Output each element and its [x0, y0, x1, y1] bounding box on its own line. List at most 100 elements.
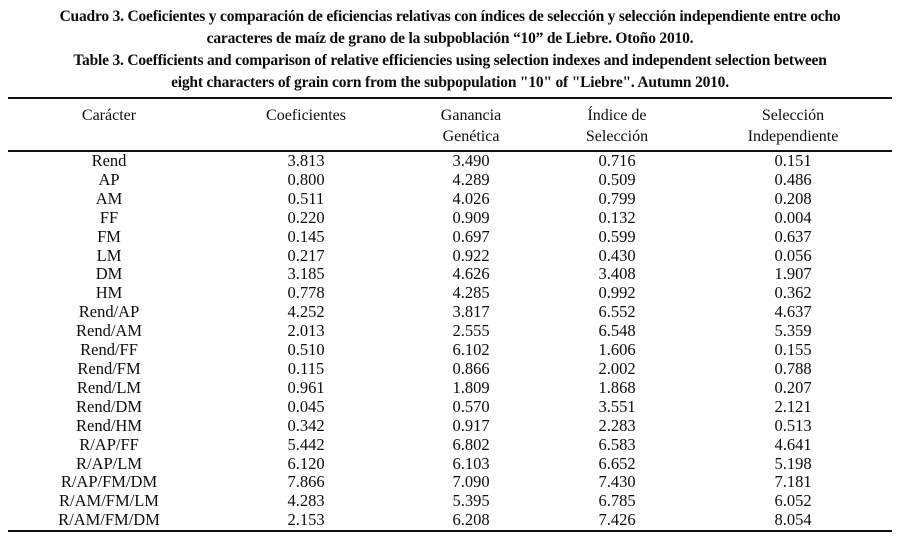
cell-ganancia-genetica: 3.817 — [452, 303, 490, 322]
cell-ganancia-genetica: 0.922 — [452, 246, 490, 265]
cell-caracter: FF — [99, 208, 119, 227]
col-header-caracter: Carácter — [8, 98, 210, 152]
cell-seleccion-independiente: 0.788 — [774, 359, 812, 378]
cell-indice-seleccion: 6.652 — [598, 454, 636, 473]
col-header-ganancia-line1: Ganancia — [440, 107, 502, 124]
cell-seleccion-independiente: 0.208 — [774, 189, 812, 208]
table-row: R/AP/LM 6.120 6.103 6.652 5.198 — [8, 455, 892, 474]
cell-seleccion-independiente: 5.359 — [774, 322, 812, 341]
cell-seleccion-independiente: 0.155 — [774, 341, 812, 360]
col-header-coeficientes: Coeficientes — [210, 98, 402, 152]
table-row: R/AM/FM/LM 4.283 5.395 6.785 6.052 — [8, 492, 892, 511]
cell-ganancia-genetica: 6.103 — [452, 454, 490, 473]
cell-caracter: R/AM/FM/DM — [58, 511, 160, 530]
cell-seleccion-independiente: 0.637 — [774, 227, 812, 246]
cell-indice-seleccion: 6.583 — [598, 435, 636, 454]
cell-coeficientes: 0.115 — [287, 359, 325, 378]
cell-indice-seleccion: 0.716 — [598, 151, 636, 170]
cell-coeficientes: 0.800 — [287, 170, 325, 189]
cell-caracter: R/AP/FM/DM — [60, 473, 158, 492]
col-header-caracter-line1: Carácter — [81, 107, 137, 124]
cell-indice-seleccion: 3.551 — [598, 397, 636, 416]
cell-caracter: Rend/AM — [76, 322, 142, 341]
table-row: DM 3.185 4.626 3.408 1.907 — [8, 265, 892, 284]
table-row: Rend/HM 0.342 0.917 2.283 0.513 — [8, 417, 892, 436]
cell-ganancia-genetica: 4.026 — [452, 189, 490, 208]
cell-ganancia-genetica: 6.102 — [452, 341, 490, 360]
cell-coeficientes: 6.120 — [287, 454, 325, 473]
cell-indice-seleccion: 7.426 — [598, 511, 636, 530]
col-header-indice-line2: Selección — [585, 128, 649, 145]
cell-coeficientes: 0.145 — [287, 227, 325, 246]
cell-indice-seleccion: 6.552 — [598, 303, 636, 322]
cell-coeficientes: 4.252 — [287, 303, 325, 322]
cell-caracter: LM — [96, 246, 122, 265]
cell-caracter: R/AP/FF — [79, 435, 139, 454]
caption-english-line2: eight characters of grain corn from the … — [171, 74, 729, 91]
cell-seleccion-independiente: 7.181 — [774, 473, 812, 492]
cell-coeficientes: 4.283 — [287, 492, 325, 511]
cell-caracter: Rend/FF — [80, 341, 138, 360]
cell-caracter: FM — [97, 227, 121, 246]
table-header-row: Carácter Coeficientes Ganancia Genética … — [8, 98, 892, 152]
table-row: Rend/AM 2.013 2.555 6.548 5.359 — [8, 322, 892, 341]
cell-coeficientes: 0.217 — [287, 246, 325, 265]
cell-indice-seleccion: 2.283 — [598, 416, 636, 435]
cell-seleccion-independiente: 4.641 — [774, 435, 812, 454]
cell-ganancia-genetica: 6.208 — [452, 511, 490, 530]
cell-indice-seleccion: 2.002 — [598, 359, 636, 378]
table-header: Carácter Coeficientes Ganancia Genética … — [8, 98, 892, 152]
cell-ganancia-genetica: 7.090 — [452, 473, 490, 492]
cell-caracter: Rend/DM — [76, 397, 142, 416]
cell-coeficientes: 0.220 — [287, 208, 325, 227]
cell-indice-seleccion: 7.430 — [598, 473, 636, 492]
cell-caracter: AP — [98, 170, 120, 189]
cell-ganancia-genetica: 2.555 — [452, 322, 490, 341]
cell-ganancia-genetica: 6.802 — [452, 435, 490, 454]
table-row: HM 0.778 4.285 0.992 0.362 — [8, 284, 892, 303]
cell-coeficientes: 0.342 — [287, 416, 325, 435]
cell-caracter: HM — [95, 284, 123, 303]
cell-ganancia-genetica: 1.809 — [452, 378, 490, 397]
col-header-coeficientes-line2 — [210, 126, 402, 147]
cell-seleccion-independiente: 0.362 — [774, 284, 812, 303]
caption-english-line1: Table 3. Coefficients and comparison of … — [73, 52, 827, 69]
cell-seleccion-independiente: 0.056 — [774, 246, 812, 265]
cell-ganancia-genetica: 5.395 — [452, 492, 490, 511]
cell-coeficientes: 0.961 — [287, 378, 325, 397]
cell-ganancia-genetica: 4.626 — [452, 265, 490, 284]
cell-coeficientes: 0.778 — [287, 284, 325, 303]
cell-indice-seleccion: 0.509 — [598, 170, 636, 189]
cell-indice-seleccion: 0.599 — [598, 227, 636, 246]
col-header-seleccion-independiente: Selección Independiente — [694, 98, 892, 152]
cell-ganancia-genetica: 0.866 — [452, 359, 490, 378]
table-row: R/AM/FM/DM 2.153 6.208 7.426 8.054 — [8, 511, 892, 531]
table-row: Rend/AP 4.252 3.817 6.552 4.637 — [8, 303, 892, 322]
cell-seleccion-independiente: 8.054 — [774, 511, 812, 530]
col-header-indice-seleccion: Índice de Selección — [540, 98, 694, 152]
cell-coeficientes: 3.185 — [287, 265, 325, 284]
cell-ganancia-genetica: 0.909 — [452, 208, 490, 227]
cell-indice-seleccion: 0.799 — [598, 189, 636, 208]
cell-coeficientes: 3.813 — [287, 151, 325, 170]
cell-indice-seleccion: 1.868 — [598, 378, 636, 397]
cell-coeficientes: 2.153 — [287, 511, 325, 530]
cell-seleccion-independiente: 4.637 — [774, 303, 812, 322]
cell-caracter: Rend/AP — [78, 303, 140, 322]
cell-caracter: Rend/FM — [77, 359, 141, 378]
cell-seleccion-independiente: 0.207 — [774, 378, 812, 397]
cell-seleccion-independiente: 2.121 — [774, 397, 812, 416]
table-body: Rend 3.813 3.490 0.716 0.151 AP 0.800 4.289 0.50… — [8, 151, 892, 531]
cell-seleccion-independiente: 0.004 — [774, 208, 812, 227]
table-row: R/AP/FF 5.442 6.802 6.583 4.641 — [8, 436, 892, 455]
cell-coeficientes: 0.511 — [287, 189, 325, 208]
table-row: AM 0.511 4.026 0.799 0.208 — [8, 190, 892, 209]
cell-caracter: R/AP/LM — [75, 454, 143, 473]
cell-coeficientes: 0.510 — [287, 341, 325, 360]
cell-coeficientes: 7.866 — [287, 473, 325, 492]
col-header-ganancia-line2: Genética — [442, 128, 500, 145]
cell-ganancia-genetica: 3.490 — [452, 151, 490, 170]
table-row: FM 0.145 0.697 0.599 0.637 — [8, 228, 892, 247]
table-row: Rend/DM 0.045 0.570 3.551 2.121 — [8, 398, 892, 417]
